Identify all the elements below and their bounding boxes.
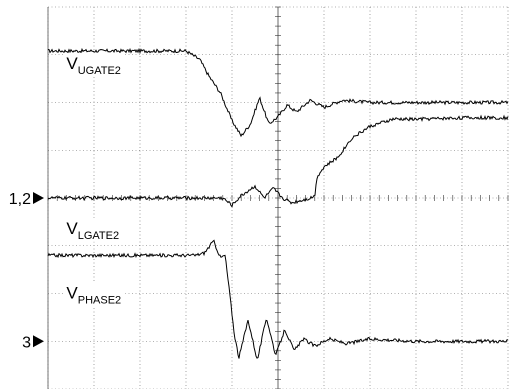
trace-label-lgate2: VLGATE2: [66, 219, 119, 242]
trace-label-ugate2: VUGATE2: [66, 54, 121, 77]
graticule: [47, 6, 509, 389]
trace-layer: [47, 47, 509, 359]
ground-marker-arrow: [33, 335, 44, 348]
ground-marker-label: 1,2: [9, 191, 31, 208]
trace-label-background: [64, 53, 125, 78]
trace-label-layer: VUGATE2 VLGATE2 VPHASE2: [64, 53, 126, 307]
trace-ugate2: [47, 47, 509, 138]
trace-phase2: [47, 239, 509, 359]
ground-marker-layer: 1,23: [9, 191, 44, 351]
ground-marker-label: 3: [22, 334, 31, 351]
trace-lgate2: [47, 114, 509, 208]
trace-label-background: [64, 217, 124, 242]
trace-label-phase2: VPHASE2: [66, 283, 121, 306]
trace-label-background: [64, 282, 126, 307]
ground-marker-arrow: [33, 192, 44, 204]
